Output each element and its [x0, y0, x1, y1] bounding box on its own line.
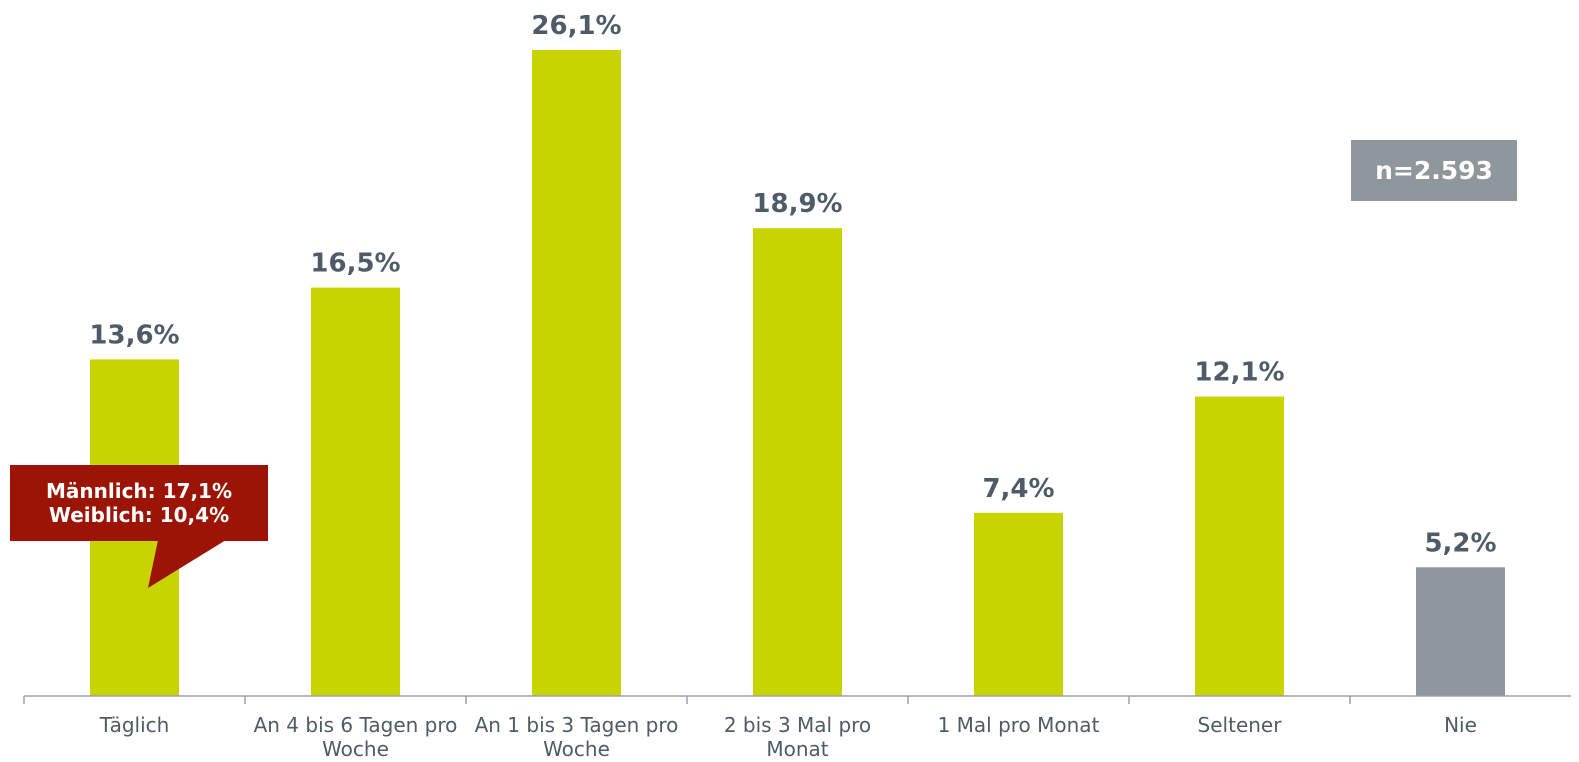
value-label-5: 12,1% [1194, 358, 1284, 388]
category-label-2: An 1 bis 3 Tagen pro Woche [475, 713, 679, 761]
bar-6 [1416, 567, 1505, 696]
category-label-0: Täglich [99, 713, 170, 737]
bar-3 [753, 228, 842, 696]
callout-line-female: Weiblich: 10,4% [48, 503, 230, 527]
bar-1 [311, 287, 400, 696]
sample-size-text: n=2.593 [1375, 156, 1493, 185]
callout-line-male: Männlich: 17,1% [45, 479, 233, 503]
value-label-4: 7,4% [982, 474, 1054, 504]
x-axis [23, 695, 1571, 704]
bars-group [90, 50, 1505, 696]
value-label-2: 26,1% [531, 11, 621, 41]
bar-4 [974, 512, 1063, 696]
category-label-4: 1 Mal pro Monat [938, 713, 1100, 737]
category-labels-group: Täglich An 4 bis 6 Tagen pro Woche An 1 bis… [99, 713, 1477, 761]
category-label-1: An 4 bis 6 Tagen pro Woche [254, 713, 458, 761]
value-label-1: 16,5% [310, 249, 400, 279]
bar-5 [1195, 396, 1284, 696]
value-label-3: 18,9% [752, 189, 842, 219]
sample-size-badge: n=2.593 [1351, 140, 1517, 201]
value-labels-group: 13,6% 16,5% 26,1% 18,9% 7,4% 12,1% 5,2% [89, 11, 1496, 558]
category-label-6: Nie [1444, 713, 1477, 737]
category-label-5: Seltener [1198, 713, 1283, 737]
value-label-6: 5,2% [1424, 528, 1496, 558]
category-label-3: 2 bis 3 Mal pro Monat [724, 713, 871, 761]
bar-2 [532, 50, 621, 696]
value-label-0: 13,6% [89, 320, 179, 350]
gender-callout: Männlich: 17,1% Weiblich: 10,4% [10, 465, 268, 541]
